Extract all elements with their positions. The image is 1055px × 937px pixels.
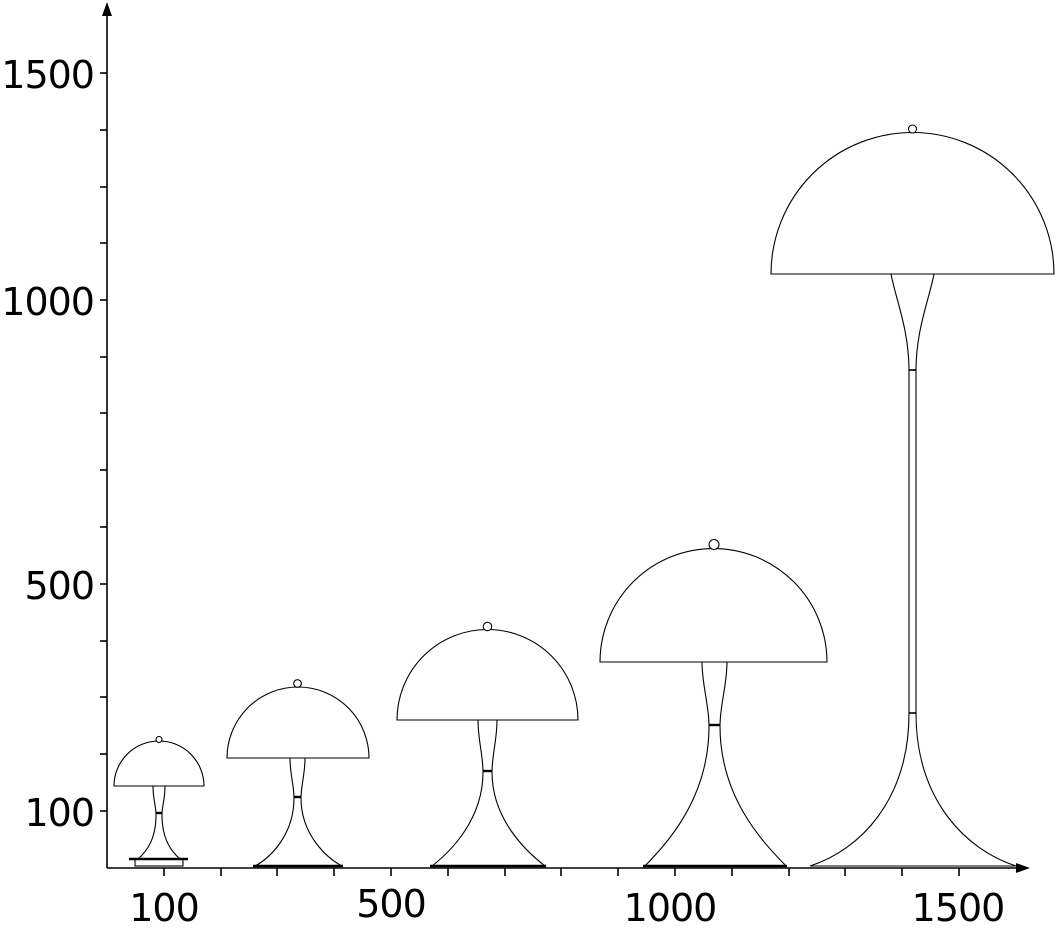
lamp-5-base [809,712,1017,867]
lamp-3-knob [482,621,493,632]
lamp-2 [226,679,370,868]
lamp-5-knob [907,124,918,134]
lamp-4-shade [599,548,828,663]
x-axis-arrow-icon [1016,863,1030,873]
y-tick-label: 1500 [1,53,94,97]
lamp-2-shade [226,686,370,759]
x-tick-label: 500 [356,882,426,926]
x-tick-label: 1000 [624,886,717,930]
x-axis: 100 500 1000 1500 [107,863,1030,930]
y-tick-label: 1000 [1,280,94,324]
y-tick-label: 100 [24,791,94,835]
x-tick-label: 1500 [912,886,1005,930]
lamp-1 [113,735,205,867]
x-tick-label: 100 [129,886,199,930]
lamp-2-stem [254,757,343,867]
y-axis-arrow-icon [102,2,112,16]
y-axis: 1500 1000 500 100 [1,2,112,868]
lamp-3-shade [396,628,579,721]
lamp-5 [770,124,1055,867]
lamp-3-stem [430,719,547,867]
lamp-1-knob [155,735,163,744]
lamp-5-upper-stem [890,273,935,371]
lamp-1-shade [113,740,205,787]
lamp-3 [396,621,579,868]
lamp-4-stem [643,661,788,867]
lamp-4-knob [708,538,720,551]
lamp-2-knob [293,679,302,688]
lamp-5-pole [908,369,917,714]
lamp-5-shade [770,132,1055,275]
lamp-1-stem [136,785,182,860]
y-tick-label: 500 [24,564,94,608]
lamp-4 [599,538,828,868]
